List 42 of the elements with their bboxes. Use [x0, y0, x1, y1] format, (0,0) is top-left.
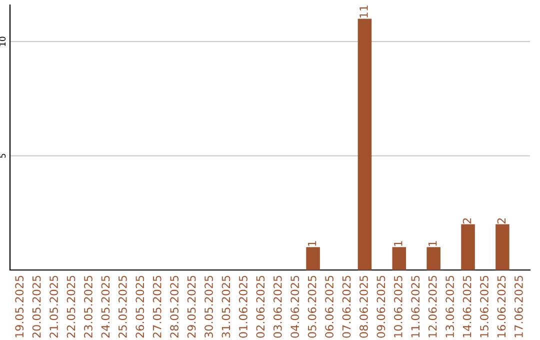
x-tick-label: 26.05.2025 [136, 276, 144, 338]
x-tick-label: 16.06.2025 [497, 276, 506, 338]
x-tick-label: 27.05.2025 [152, 276, 162, 338]
x-tick-label: 08.06.2025 [360, 276, 368, 338]
data-label: 2 [497, 218, 506, 224]
x-tick-label: 04.06.2025 [290, 276, 300, 338]
x-tick-label: 23.05.2025 [84, 276, 92, 338]
x-tick-label: 24.05.2025 [101, 276, 110, 338]
data-label: 1 [394, 241, 402, 246]
data-label: 11 [360, 6, 368, 18]
x-tick-label: 01.06.2025 [238, 276, 248, 338]
x-tick-label: 29.05.2025 [187, 276, 196, 338]
data-label: 1 [428, 241, 437, 246]
x-tick-label: 09.06.2025 [376, 276, 386, 338]
x-tick-label: 22.05.2025 [66, 276, 76, 338]
bar [392, 247, 406, 270]
x-tick-label: 28.05.2025 [170, 276, 179, 338]
bar [496, 224, 510, 270]
x-tick-label: 07.06.2025 [342, 276, 351, 338]
x-tick-label: 03.06.2025 [273, 276, 282, 338]
x-tick-label: 21.05.2025 [50, 276, 58, 338]
x-tick-label: 25.05.2025 [118, 276, 127, 338]
x-tick-label: 12.06.2025 [428, 276, 437, 338]
x-tick-label: 30.05.2025 [204, 276, 213, 338]
x-tick-label: 06.06.2025 [325, 276, 334, 338]
x-tick-label: 20.05.2025 [32, 276, 41, 338]
bar [461, 224, 475, 270]
x-tick-label: 17.06.2025 [514, 276, 523, 338]
x-tick-label: 15.06.2025 [480, 276, 488, 338]
x-tick-label: 11.06.2025 [411, 276, 420, 338]
bar [358, 18, 372, 270]
x-tick-label: 14.06.2025 [462, 276, 472, 338]
bar [426, 247, 440, 270]
x-tick-label: 10.06.2025 [394, 276, 402, 338]
data-label: 1 [308, 241, 316, 246]
x-tick-label: 02.06.2025 [256, 276, 265, 338]
x-tick-label: 13.06.2025 [446, 276, 454, 338]
x-tick-label: 31.05.2025 [222, 276, 230, 338]
x-tick-label: 05.06.2025 [308, 276, 316, 338]
x-tick-label: 19.05.2025 [15, 276, 24, 338]
data-label: 2 [462, 218, 472, 224]
bar [306, 247, 320, 270]
